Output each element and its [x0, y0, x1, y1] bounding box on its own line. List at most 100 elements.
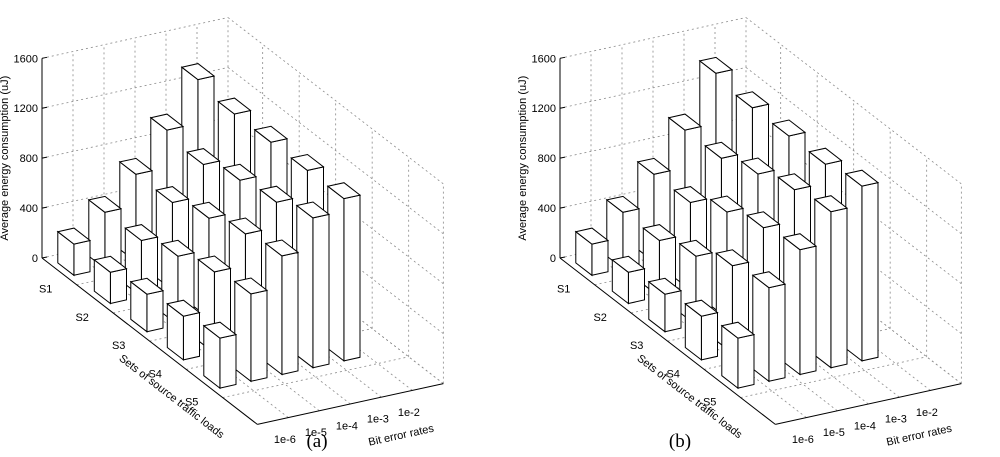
bar-top-face: [56, 227, 92, 245]
y-tick-label: S1: [557, 284, 570, 296]
bar: [56, 227, 92, 277]
z-tick-label: 1200: [532, 103, 556, 115]
z-tick: [41, 106, 48, 109]
bar-front-face: [250, 289, 268, 382]
bar-front-face: [830, 207, 848, 369]
bar-top-face: [844, 169, 880, 187]
bar-side-face: [783, 236, 801, 376]
x-tick-label: 1e-4: [336, 420, 358, 432]
bar-front-face: [861, 181, 879, 362]
bar-top-face: [149, 113, 185, 131]
bar-top-face: [720, 321, 756, 339]
bar-top-face: [684, 299, 719, 317]
y-tick-label: S1: [39, 284, 52, 296]
bar-top-face: [180, 63, 216, 81]
y-tick-label: S2: [593, 312, 606, 324]
x-tick-label: 1e-2: [398, 407, 420, 419]
z-tick-label: 1200: [14, 103, 38, 115]
bar-side-face: [814, 198, 832, 369]
bar-side-face: [265, 242, 283, 376]
x-tick-label: 1e-3: [885, 414, 907, 426]
bar-front-face: [182, 311, 200, 361]
bar-top-face: [698, 56, 734, 74]
chart-panel-b: 0 400 800 1200 1600 S1 S2 S3 S4 S5 1e-6 1e-5 1e-4 1e-…: [517, 17, 962, 452]
side-wall-gridline: [745, 67, 962, 235]
y-tick-label: S5: [185, 396, 198, 408]
x-tick-label: 1e-5: [823, 427, 845, 439]
bar-top-face: [290, 153, 325, 171]
bar: [813, 195, 849, 369]
panel-caption: (b): [669, 431, 691, 452]
z-tick: [559, 256, 566, 259]
z-tick-label: 1600: [532, 53, 556, 65]
z-tick-label: 400: [538, 203, 556, 215]
bar: [782, 233, 818, 376]
y-tick-label: S3: [112, 340, 125, 352]
z-tick: [41, 56, 48, 59]
z-tick-label: 400: [20, 203, 38, 215]
bars: [56, 63, 362, 390]
bar-top-face: [217, 97, 252, 115]
y-axis-line: [41, 257, 258, 425]
bar-front-face: [343, 194, 361, 362]
bar-side-face: [327, 185, 345, 362]
bar: [233, 277, 269, 383]
bar-top-face: [93, 255, 128, 273]
bar: [647, 277, 683, 333]
bar-top-face: [735, 91, 770, 109]
back-wall-gridline: [559, 17, 747, 59]
bar-top-face: [233, 277, 269, 295]
bar: [326, 182, 362, 362]
y-tick-label: S4: [148, 368, 161, 380]
y-tick-label: S2: [75, 312, 88, 324]
x-tick-label: 1e-5: [305, 427, 327, 439]
x-tick-label: 1e-6: [274, 434, 296, 446]
bar: [124, 224, 159, 298]
z-tick-label: 800: [20, 153, 38, 165]
z-axis-label: Average energy consumption (uJ): [517, 76, 529, 241]
bar-top-face: [740, 157, 776, 175]
z-tick: [559, 56, 566, 59]
bar: [611, 255, 646, 305]
bar-front-face: [281, 251, 299, 376]
bar: [166, 299, 201, 361]
bar: [87, 195, 123, 270]
z-tick: [41, 206, 48, 209]
side-wall-gridline: [227, 17, 444, 185]
z-axis-label: Average energy consumption (uJ): [0, 76, 11, 241]
bar: [129, 277, 165, 333]
z-tick-label: 0: [550, 253, 556, 265]
bar: [93, 255, 128, 305]
floor-gridline: [222, 356, 409, 398]
back-wall-gridline: [41, 116, 229, 159]
bar-top-face: [295, 201, 331, 219]
bar: [295, 201, 331, 369]
bar-top-face: [704, 141, 739, 159]
z-tick: [41, 156, 48, 159]
bar-top-face: [222, 163, 258, 181]
bar-top-face: [202, 321, 238, 339]
x-tick-label: 1e-3: [367, 414, 389, 426]
z-tick-label: 0: [32, 253, 38, 265]
z-tick: [41, 256, 48, 259]
y-tick-label: S3: [630, 340, 643, 352]
bar-front-face: [109, 268, 127, 305]
bar-top-face: [118, 157, 154, 175]
bar-front-face: [591, 239, 609, 276]
z-tick-label: 1600: [14, 53, 38, 65]
x-axis-line: [775, 383, 962, 425]
x-axis-label: Bit error rates: [367, 423, 435, 449]
bar-top-face: [636, 157, 672, 175]
bar: [605, 195, 641, 270]
y-tick-label: S5: [703, 396, 716, 408]
bar-top-face: [678, 239, 714, 257]
bar-front-face: [664, 290, 682, 333]
bar-top-face: [191, 201, 227, 219]
bar-top-face: [647, 277, 683, 295]
bar-side-face: [845, 172, 863, 362]
bar-top-face: [777, 173, 812, 191]
bar: [720, 321, 756, 390]
x-tick-label: 1e-6: [792, 434, 814, 446]
bar-top-face: [667, 113, 703, 131]
